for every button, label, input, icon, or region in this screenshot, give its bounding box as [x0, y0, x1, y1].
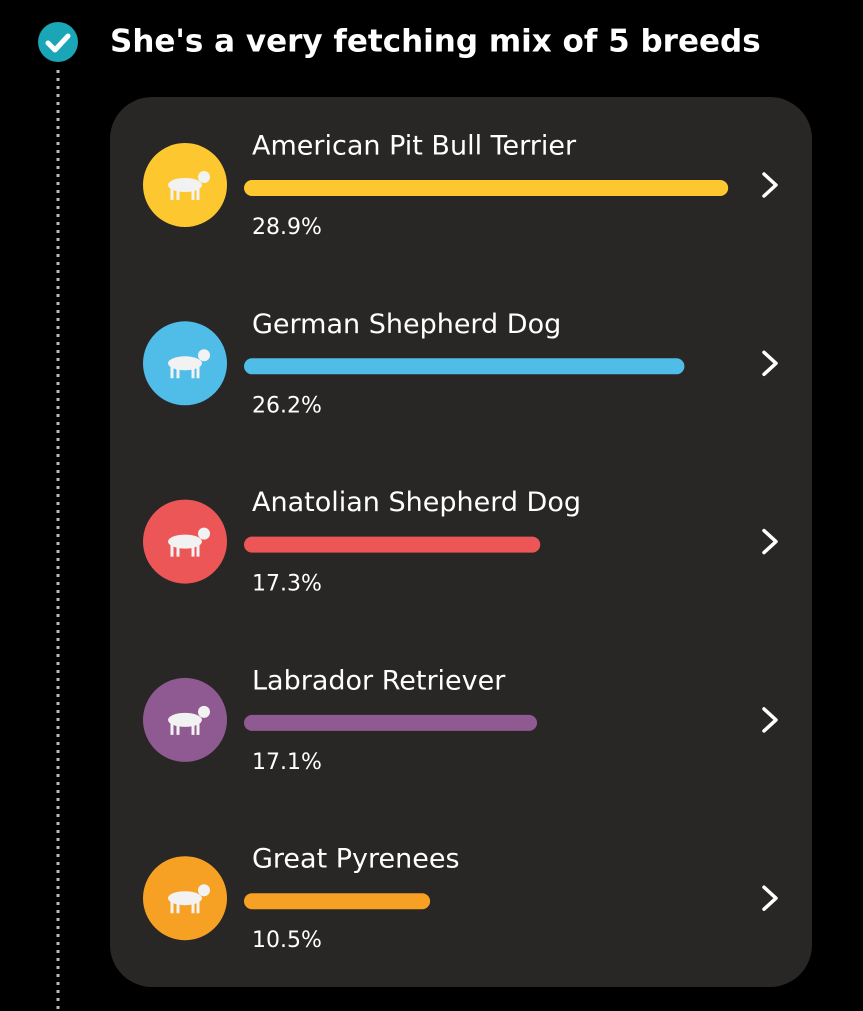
- chevron[interactable]: [762, 707, 778, 733]
- breed-row[interactable]: German Shepherd Dog 26.2%: [143, 309, 778, 419]
- breed-name: Anatolian Shepherd Dog: [252, 487, 581, 518]
- chevron[interactable]: [762, 528, 778, 555]
- dog-legs: [170, 185, 200, 200]
- dog-head: [198, 349, 210, 362]
- breed-row[interactable]: Labrador Retriever 17.1%: [143, 665, 778, 775]
- percent-label: 26.2%: [252, 393, 322, 418]
- breed-row[interactable]: Great Pyrenees 10.5%: [143, 844, 778, 954]
- breed-row[interactable]: Anatolian Shepherd Dog 17.3%: [143, 487, 778, 597]
- percent-label: 17.3%: [252, 572, 322, 597]
- title: She's a very fetching mix of 5 breeds: [110, 24, 761, 60]
- percent-label: 28.9%: [252, 215, 322, 240]
- dog-head: [198, 884, 210, 897]
- dog-head: [198, 171, 210, 183]
- dog-legs: [170, 541, 200, 557]
- chevron[interactable]: [762, 350, 778, 377]
- breed-name: Labrador Retriever: [252, 665, 506, 696]
- dog-legs: [170, 363, 200, 379]
- dog-head: [198, 527, 210, 540]
- percent-label: 17.1%: [252, 750, 322, 775]
- dog-legs: [170, 898, 200, 914]
- percent-label: 10.5%: [252, 928, 322, 953]
- breed-name: Great Pyrenees: [252, 844, 460, 875]
- chevron[interactable]: [762, 172, 778, 198]
- check-icon: [45, 33, 71, 53]
- breed-name: German Shepherd Dog: [252, 309, 561, 340]
- chevron[interactable]: [762, 885, 778, 911]
- check-circle: [38, 22, 78, 62]
- breed-name: American Pit Bull Terrier: [252, 131, 577, 162]
- dog-head: [198, 705, 210, 718]
- dog-legs: [170, 719, 200, 735]
- breed-row[interactable]: American Pit Bull Terrier 28.9%: [143, 131, 778, 241]
